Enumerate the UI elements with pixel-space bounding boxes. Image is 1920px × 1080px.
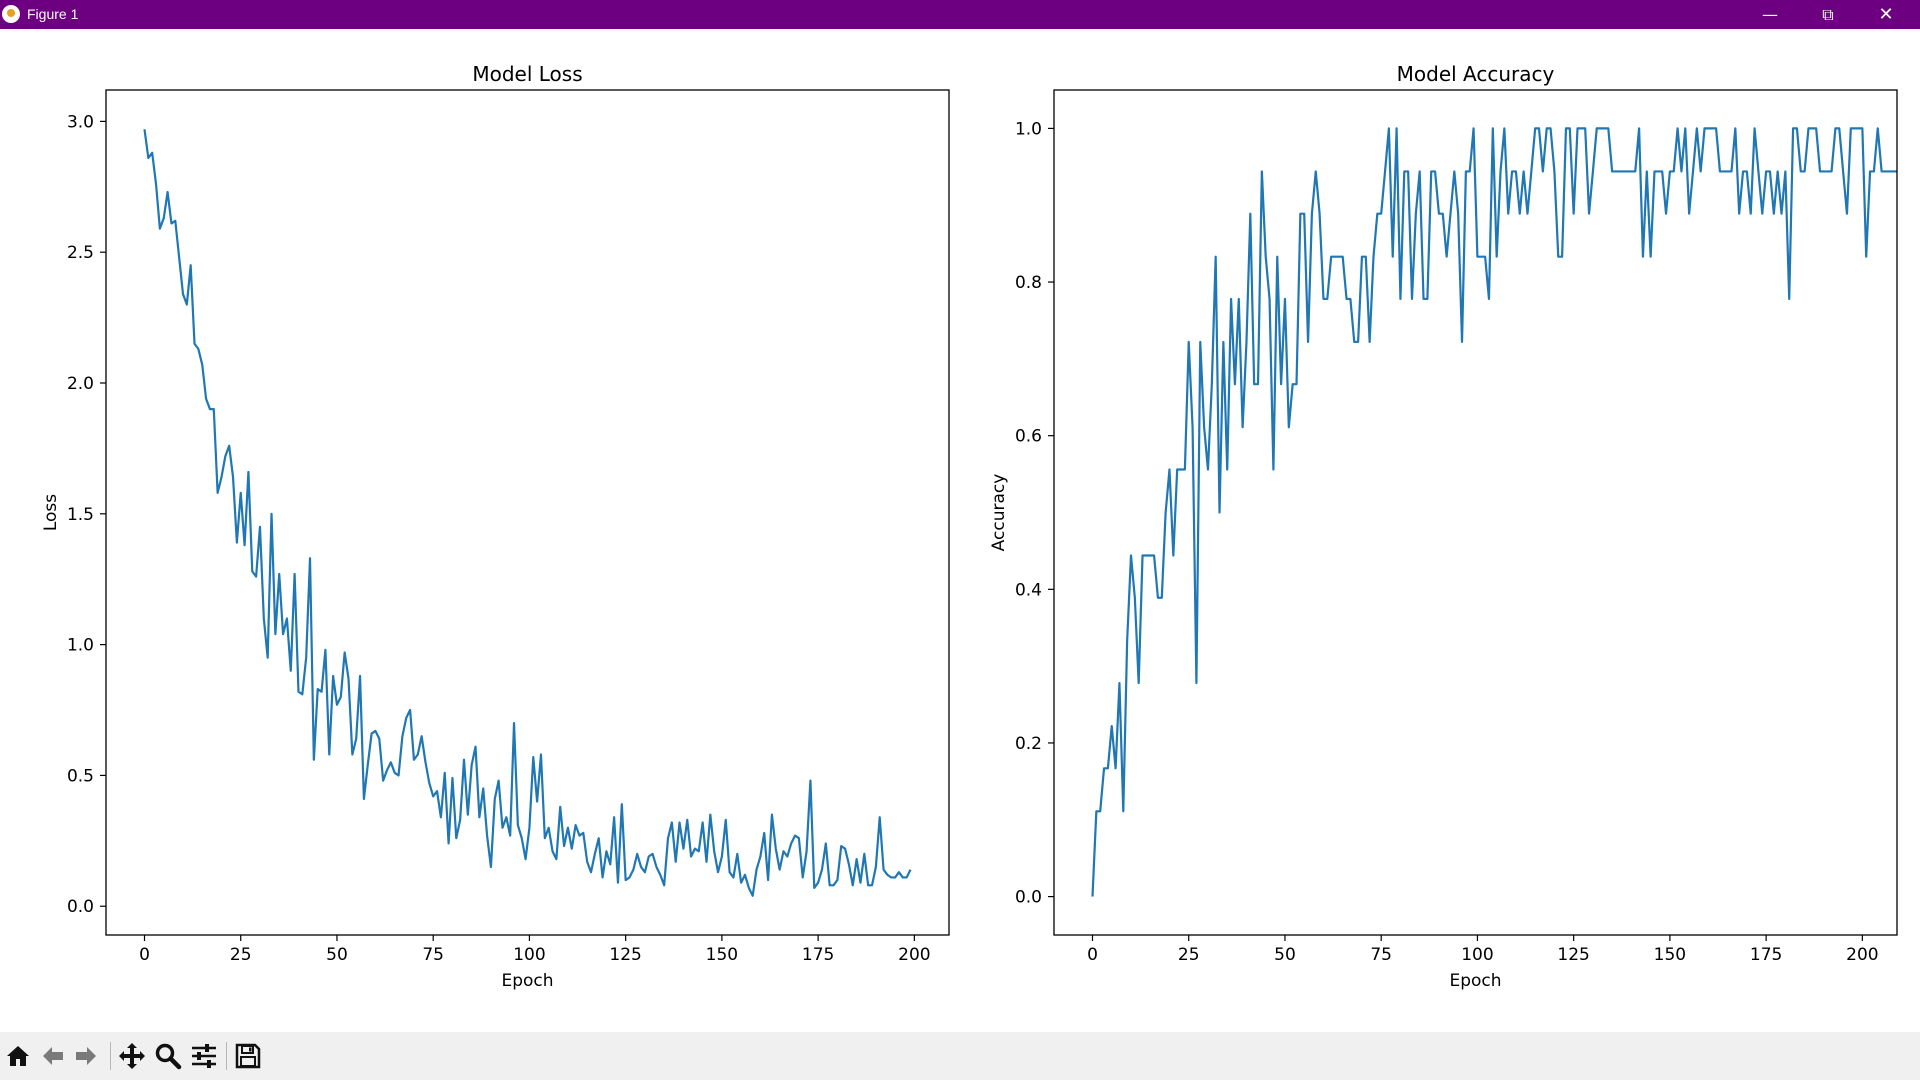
accuracy-y-tick-label: 0.6	[1015, 427, 1042, 447]
loss-x-tick-label: 75	[422, 945, 444, 965]
loss-x-tick-label: 175	[802, 945, 834, 965]
loss-y-tick-label: 0.0	[67, 897, 94, 917]
accuracy-y-tick-label: 0.4	[1015, 580, 1042, 600]
loss-plot-frame	[105, 89, 950, 936]
window-title: Figure 1	[27, 6, 79, 22]
app-icon	[2, 5, 20, 23]
figure-canvas: 0 25 50 75 100 125 150 175 200 0.0 0.5 1.0 1.5 2.0 2.5…	[0, 29, 1920, 1032]
loss-x-axis-label: Epoch	[501, 971, 553, 991]
accuracy-y-tick-label: 0.8	[1015, 273, 1042, 293]
accuracy-x-tick-label: 150	[1654, 945, 1686, 965]
save-icon[interactable]	[232, 1039, 264, 1073]
accuracy-x-tick-label: 0	[1087, 945, 1098, 965]
forward-icon[interactable]	[70, 1039, 102, 1073]
accuracy-y-tick-label: 0.2	[1015, 734, 1042, 754]
loss-y-tick-label: 1.5	[67, 505, 94, 525]
loss-chart-title: Model Loss	[472, 62, 582, 86]
loss-y-tick-label: 3.0	[67, 112, 94, 132]
accuracy-y-tick-label: 1.0	[1015, 119, 1042, 139]
pan-icon[interactable]	[116, 1039, 148, 1073]
accuracy-series-line	[1091, 127, 1897, 897]
home-icon[interactable]	[2, 1039, 34, 1073]
loss-y-tick-label: 2.0	[67, 374, 94, 394]
zoom-icon[interactable]	[152, 1039, 184, 1073]
toolbar-separator	[110, 1042, 111, 1070]
accuracy-x-tick-label: 200	[1846, 945, 1878, 965]
loss-x-tick-label: 50	[326, 945, 348, 965]
loss-x-tick-label: 150	[706, 945, 738, 965]
accuracy-x-tick-label: 100	[1461, 945, 1493, 965]
title-bar: Figure 1 — ⧉ ✕	[0, 0, 1920, 29]
loss-series-line	[143, 129, 912, 897]
accuracy-x-tick-label: 50	[1274, 945, 1296, 965]
restore-button[interactable]: ⧉	[1822, 4, 1834, 24]
back-icon[interactable]	[37, 1039, 69, 1073]
configure-subplots-icon[interactable]	[188, 1039, 220, 1073]
accuracy-x-axis-label: Epoch	[1449, 971, 1501, 991]
accuracy-y-axis-label: Accuracy	[989, 474, 1009, 552]
accuracy-axes: 0 25 50 75 100 125 150 175 200 0.0 0.2 0.4 0.6 0.8 1.0…	[989, 62, 1898, 991]
accuracy-chart-title: Model Accuracy	[1397, 62, 1555, 86]
toolbar-separator	[226, 1042, 227, 1070]
loss-y-tick-label: 0.5	[67, 766, 94, 786]
accuracy-x-tick-label: 175	[1750, 945, 1782, 965]
accuracy-plot-frame	[1053, 89, 1898, 936]
loss-x-tick-label: 25	[230, 945, 252, 965]
loss-y-tick-label: 1.0	[67, 636, 94, 656]
loss-x-tick-label: 0	[139, 945, 150, 965]
close-button[interactable]: ✕	[1878, 4, 1894, 25]
accuracy-x-tick-label: 25	[1178, 945, 1200, 965]
minimize-button[interactable]: —	[1762, 5, 1778, 24]
loss-x-tick-label: 100	[513, 945, 545, 965]
loss-axes: 0 25 50 75 100 125 150 175 200 0.0 0.5 1.0 1.5 2.0 2.5…	[41, 62, 950, 991]
figure-svg: 0 25 50 75 100 125 150 175 200 0.0 0.5 1.0 1.5 2.0 2.5…	[41, 62, 1898, 991]
accuracy-y-tick-label: 0.0	[1015, 888, 1042, 908]
loss-y-tick-label: 2.5	[67, 243, 94, 263]
loss-y-axis-label: Loss	[41, 494, 61, 531]
accuracy-x-tick-label: 125	[1557, 945, 1589, 965]
navigation-toolbar	[0, 1032, 1920, 1080]
loss-x-tick-label: 125	[609, 945, 641, 965]
loss-x-tick-label: 200	[898, 945, 930, 965]
accuracy-x-tick-label: 75	[1370, 945, 1392, 965]
